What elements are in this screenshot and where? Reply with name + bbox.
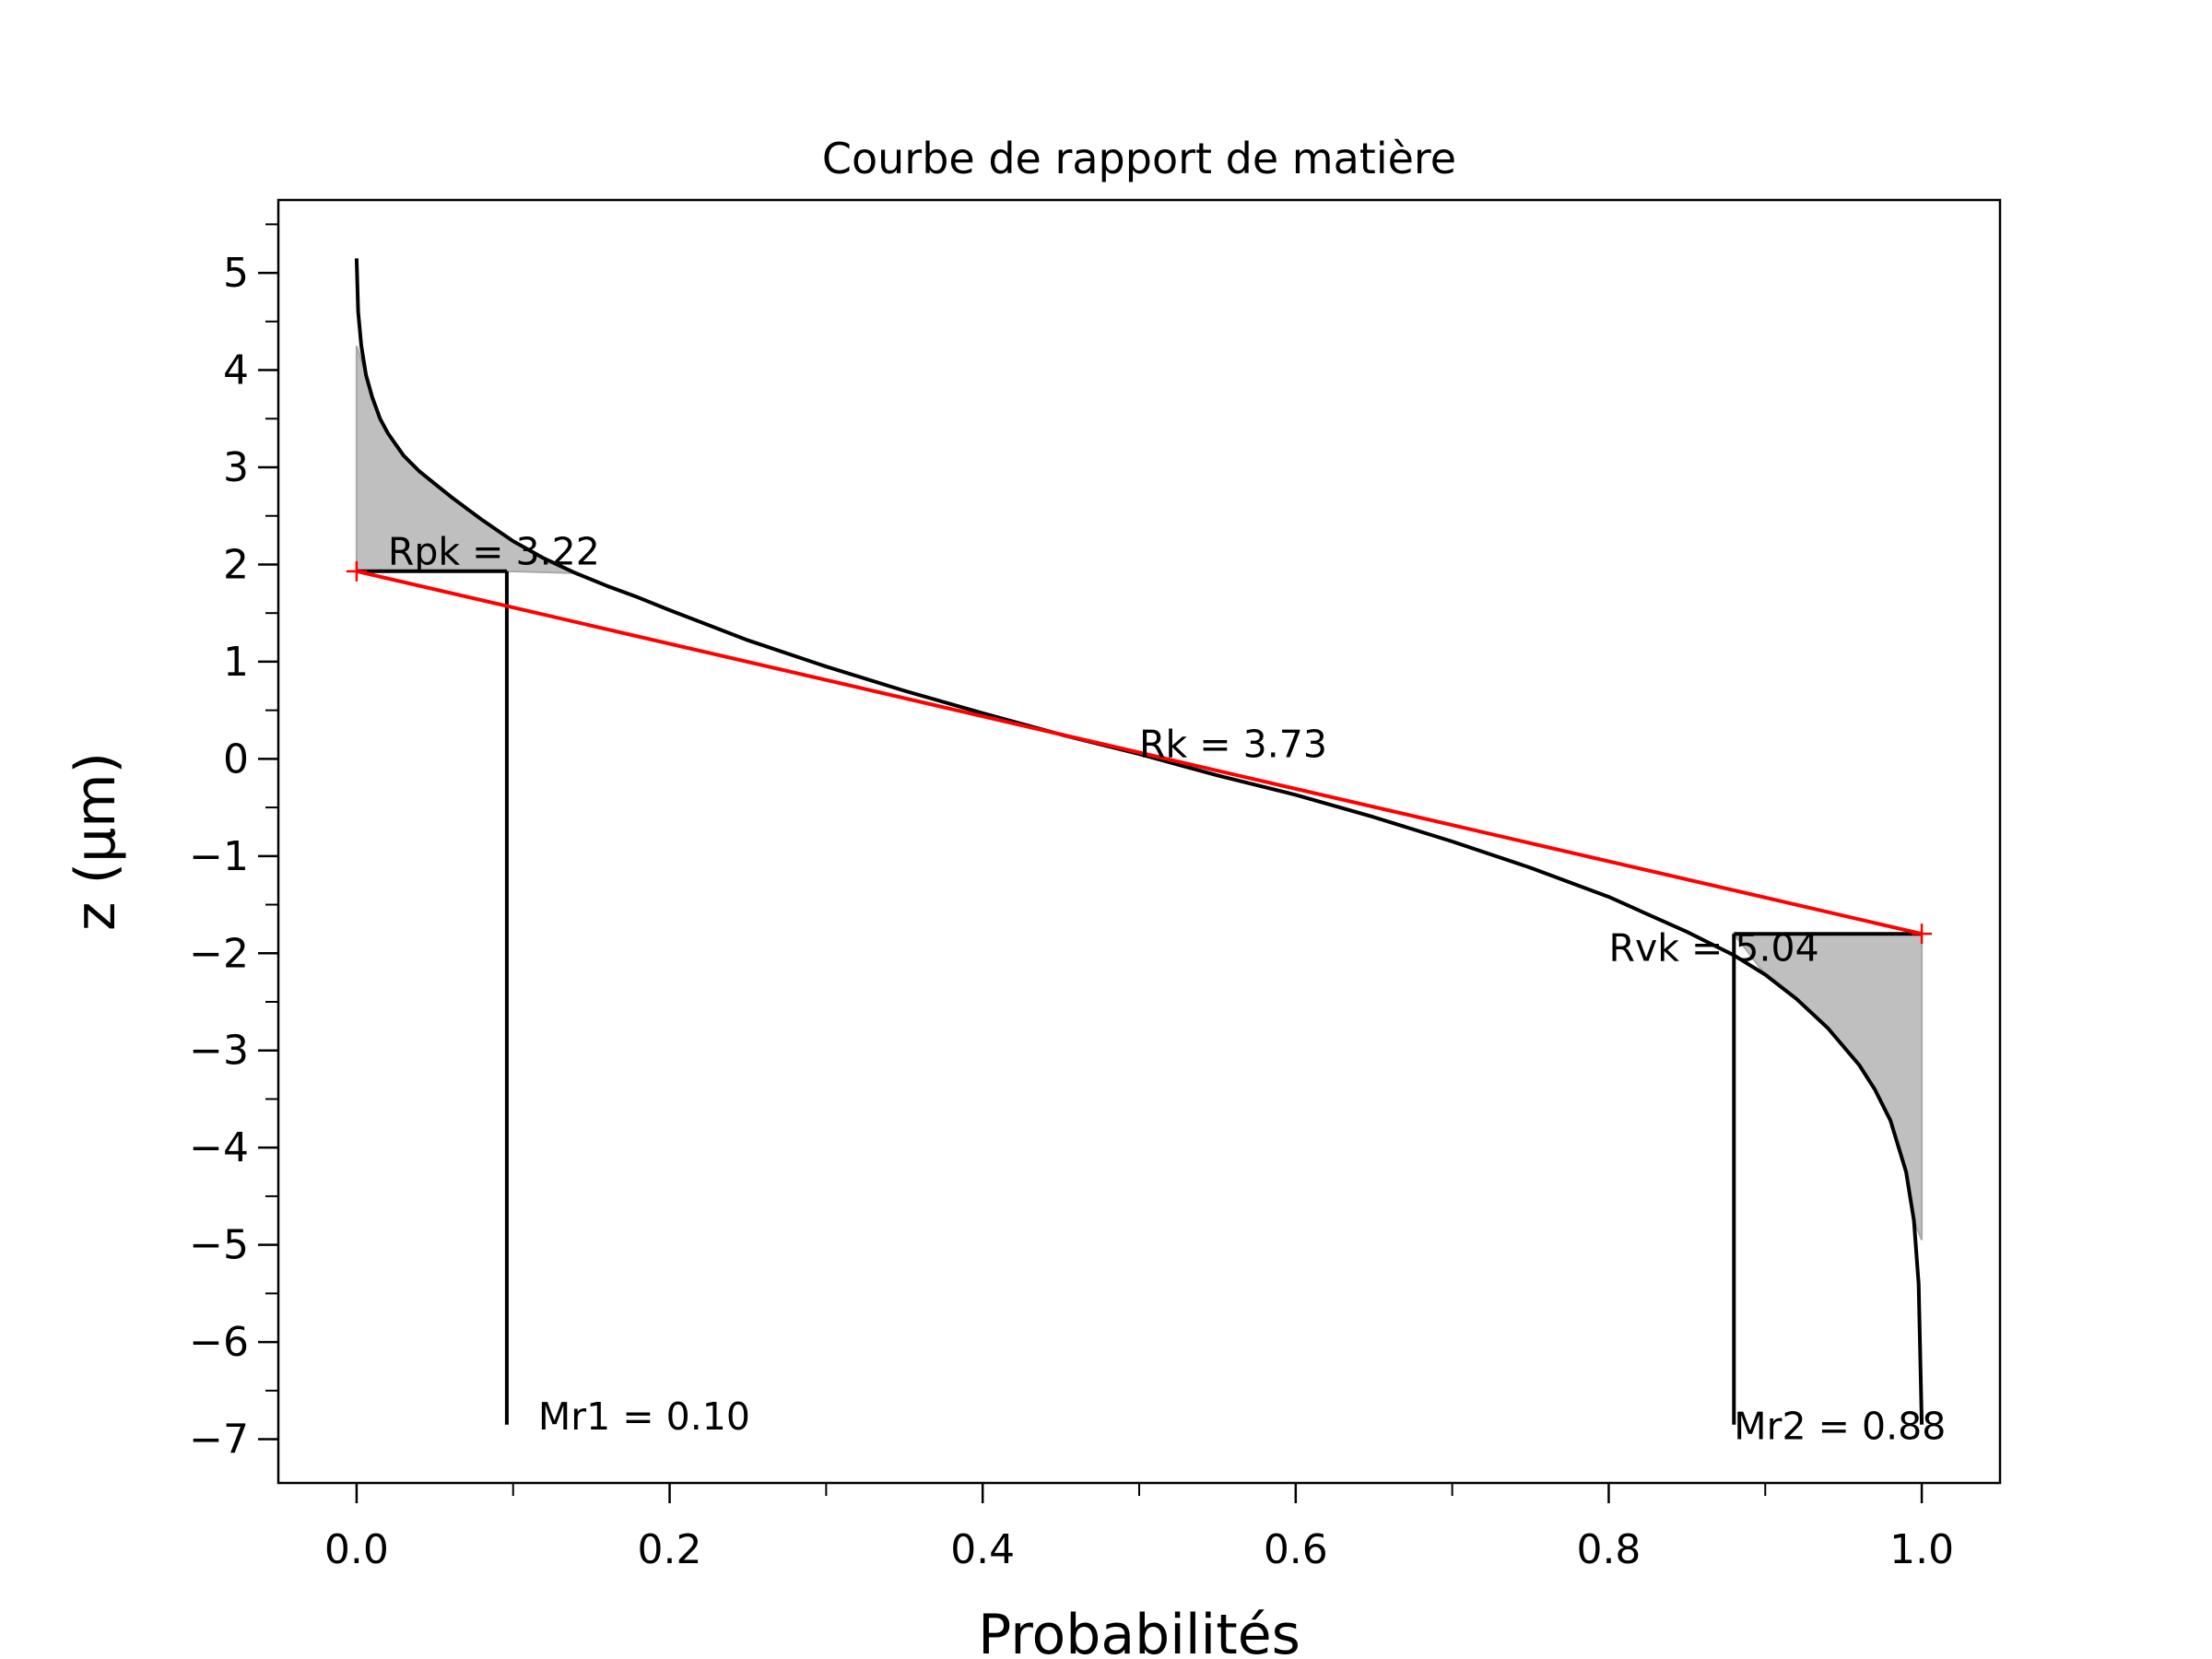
y-tick-label: −4 <box>189 1124 249 1171</box>
y-axis-label: z (µm) <box>64 752 128 931</box>
annotation-label: Mr2 = 0.88 <box>1734 1405 1946 1449</box>
y-tick-label: −6 <box>189 1319 249 1366</box>
annotation-label: Mr1 = 0.10 <box>538 1394 750 1439</box>
chart-title: Courbe de rapport de matière <box>822 134 1456 183</box>
y-tick-label: 3 <box>223 444 249 491</box>
annotation-label: Rvk = 5.04 <box>1608 926 1818 971</box>
series-group <box>354 258 1924 1425</box>
x-tick-label: 0.8 <box>1576 1526 1641 1573</box>
y-tick-label: 1 <box>223 639 249 686</box>
series-line-2 <box>356 569 1923 936</box>
markers-group <box>346 560 1933 945</box>
y-tick-label: 2 <box>223 541 249 588</box>
x-tick-label: 0.6 <box>1264 1526 1328 1573</box>
annotation-label: Rpk = 3.22 <box>388 529 600 573</box>
y-tick-label: −3 <box>189 1028 249 1075</box>
reference-lines <box>356 569 1923 1425</box>
marker-plus-2 <box>1912 924 1933 945</box>
x-tick-label: 0.0 <box>324 1526 389 1573</box>
x-axis-label: Probabilités <box>978 1603 1300 1659</box>
y-tick-label: −2 <box>189 930 249 977</box>
y-tick-label: −5 <box>189 1222 249 1269</box>
annotation-label: Rk = 3.73 <box>1139 722 1327 766</box>
y-tick-label: −1 <box>189 833 249 880</box>
x-tick-label: 1.0 <box>1889 1526 1954 1573</box>
series-line-1 <box>354 258 1924 1425</box>
x-tick-label: 0.4 <box>950 1526 1015 1573</box>
ticks-group: 0.0 0.2 0.4 0.6 0.8 1.0 5 4 3 2 1 0 −1 −2 −3 −4 −5 −6 −7 <box>189 223 1954 1573</box>
y-tick-label: 0 <box>223 735 249 782</box>
annotations-group: Rpk = 3.22 Rk = 3.73 Rvk = 5.04 Mr1 = 0.10 M… <box>388 529 1946 1448</box>
marker-plus-1 <box>346 560 367 582</box>
plot-frame <box>276 198 2002 1485</box>
y-tick-label: 4 <box>223 347 249 394</box>
y-tick-label: 5 <box>223 250 249 297</box>
y-tick-label: −7 <box>189 1417 249 1464</box>
x-tick-label: 0.2 <box>638 1526 702 1573</box>
